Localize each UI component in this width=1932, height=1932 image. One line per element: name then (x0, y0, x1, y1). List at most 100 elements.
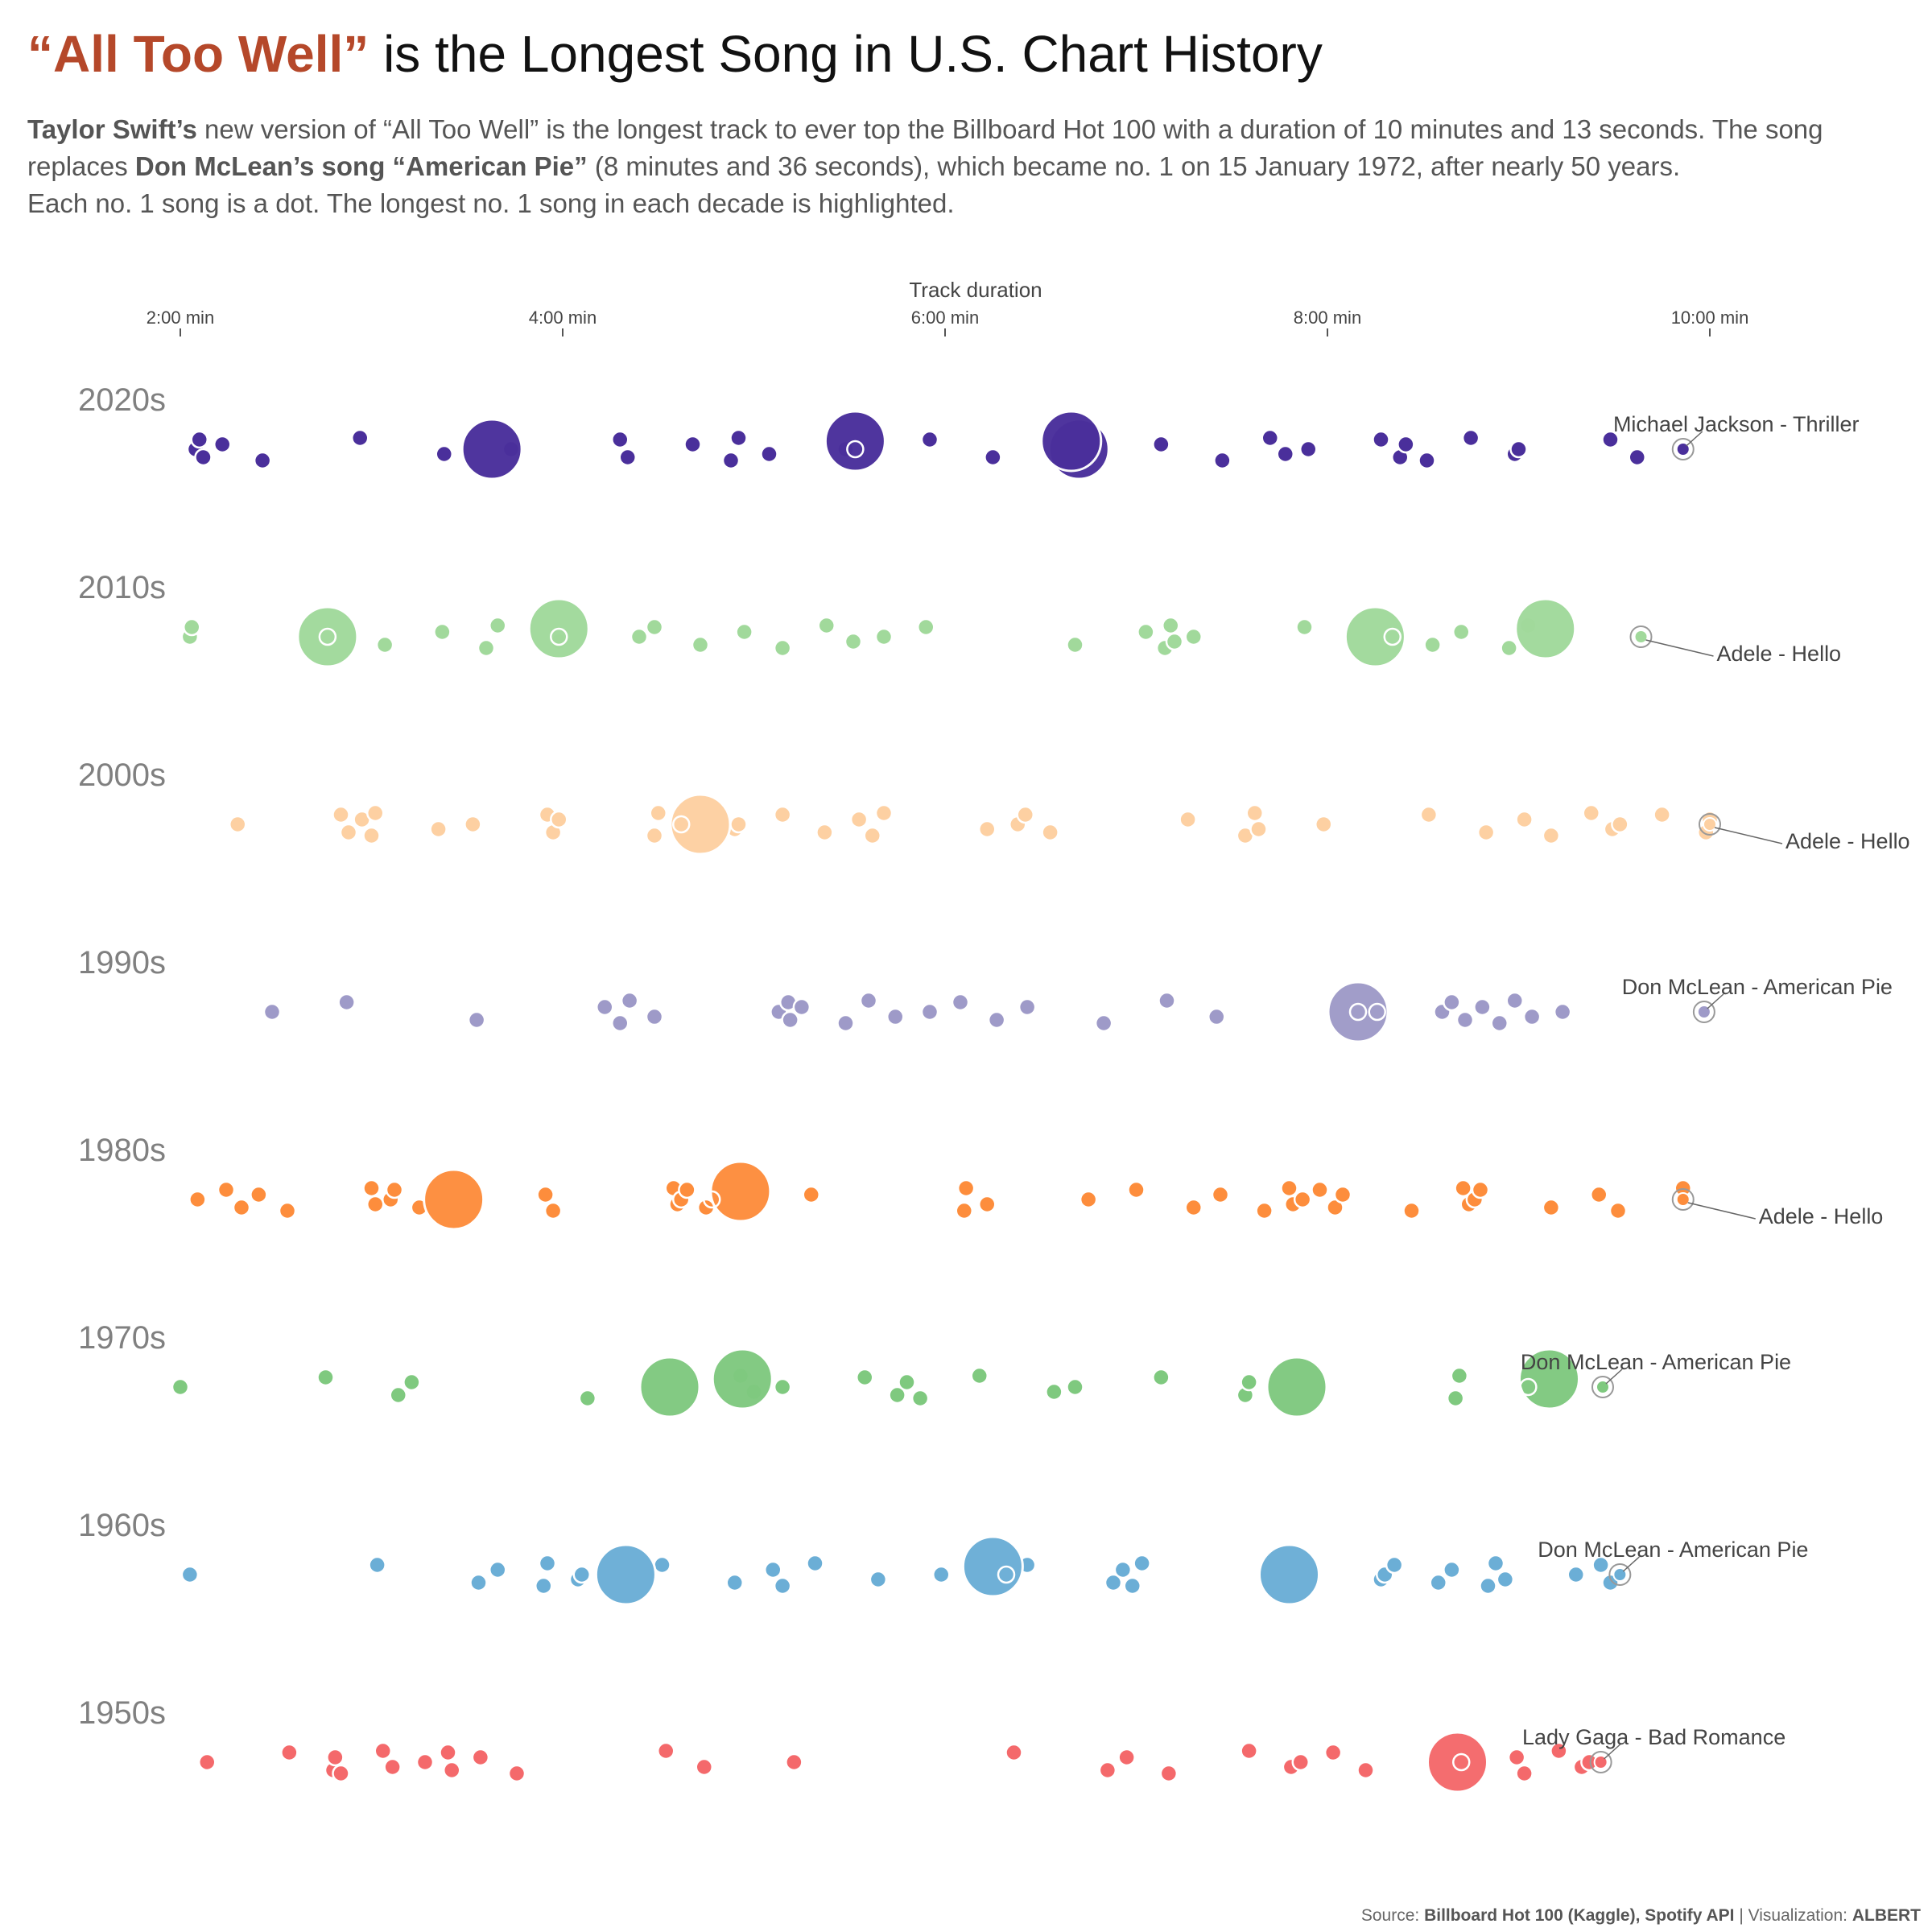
song-dot (332, 1764, 350, 1783)
song-dot (469, 1573, 488, 1592)
song-dot (1123, 1576, 1141, 1596)
song-dot (1117, 1748, 1136, 1767)
song-dot (951, 993, 970, 1012)
song-dot (1066, 635, 1084, 654)
x-tick-label: 2:00 min (147, 308, 214, 328)
annotation-leader-line (1714, 827, 1783, 844)
longest-song-label: Don McLean - American Pie (1521, 1350, 1791, 1374)
song-dot (415, 1752, 435, 1772)
x-axis-title: Track duration (909, 278, 1042, 302)
song-dot (792, 997, 811, 1017)
song-dot (1590, 1185, 1608, 1204)
longest-song-dot (1703, 817, 1717, 832)
decade-rows: 2020s Michael Jackson - Thriller 2010s Adel… (78, 382, 1910, 1794)
decade-highlight-bubble (1258, 1543, 1320, 1606)
longest-song-ring (1671, 1188, 1695, 1211)
song-dot (1066, 1377, 1084, 1397)
song-dot (1461, 428, 1480, 448)
song-dot (385, 1180, 404, 1199)
song-dot (1280, 1179, 1298, 1198)
song-dot (250, 1185, 268, 1204)
song-dot (1496, 1570, 1515, 1589)
song-dot (1211, 1185, 1230, 1204)
song-dot (362, 826, 381, 845)
song-dot (1490, 1013, 1509, 1033)
annotation-leader-line (1605, 1368, 1623, 1385)
song-dot (535, 1576, 553, 1596)
song-dot (383, 1757, 402, 1777)
song-dot (402, 1373, 421, 1392)
song-dot (1152, 1368, 1170, 1387)
song-dot (1567, 1565, 1585, 1584)
song-dot (550, 810, 568, 829)
decade-highlight-bubble (1040, 410, 1103, 473)
song-dot (806, 1554, 824, 1573)
song-dot (725, 1573, 744, 1592)
longest-song-ring (1589, 1751, 1612, 1773)
hollow-dot (997, 1565, 1016, 1584)
song-dot (721, 451, 741, 470)
song-dot (695, 1757, 713, 1777)
song-dot (1429, 1573, 1447, 1592)
song-dot (1419, 805, 1439, 824)
song-dot (471, 1748, 490, 1767)
song-dot (932, 1565, 951, 1584)
song-dot (351, 428, 369, 448)
decade-row-2000s: 2000s Adele - Hello (78, 758, 1910, 856)
longest-song-label: Adele - Hello (1717, 642, 1842, 666)
longest-song-dot (1633, 630, 1649, 644)
song-dot (337, 993, 356, 1012)
song-dot (920, 1002, 939, 1022)
song-dot (1094, 1013, 1113, 1033)
song-dot (1323, 1743, 1343, 1762)
decade-row-1990s: 1990s Don McLean - American Pie (78, 945, 1893, 1043)
song-dot (280, 1743, 299, 1762)
song-dot (429, 819, 448, 839)
song-dot (1553, 1002, 1572, 1022)
annotation-leader-line (1687, 1202, 1756, 1220)
song-dot (978, 1195, 997, 1214)
song-dot (253, 451, 272, 470)
song-dot (657, 1741, 675, 1761)
song-dot (1179, 810, 1197, 829)
song-dot (596, 997, 614, 1017)
source-label: Source: (1360, 1906, 1425, 1925)
song-dot (863, 826, 881, 845)
song-dot (773, 1377, 792, 1397)
song-dot (1608, 1201, 1628, 1220)
song-dot (1418, 451, 1436, 470)
decade-highlight-bubble (1514, 597, 1577, 660)
song-dot (956, 1179, 976, 1198)
song-dot (1159, 1764, 1179, 1783)
song-dot (389, 1385, 407, 1405)
song-dot (611, 430, 630, 449)
decade-label: 2000s (78, 758, 166, 793)
song-dot (1295, 617, 1314, 637)
longest-song-ring (1608, 1563, 1632, 1586)
song-dot (1184, 1198, 1203, 1217)
song-dot (645, 617, 664, 637)
song-dot (1443, 1560, 1461, 1579)
song-dot (1443, 993, 1461, 1012)
song-dot (464, 815, 482, 834)
decade-row-1970s: 1970s Don McLean - American Pie (78, 1320, 1791, 1418)
decade-label: 2010s (78, 570, 166, 605)
subtitle-text-1: new version of “All Too Well” is the lon… (27, 114, 1823, 181)
song-dot (435, 444, 453, 464)
song-dot (1315, 815, 1333, 834)
subtitle-paragraph-1: Taylor Swift’s new version of “All Too W… (27, 111, 1879, 185)
song-dot (620, 991, 639, 1010)
song-dot (578, 1389, 597, 1408)
song-dot (1041, 823, 1059, 842)
song-dot (1385, 1555, 1404, 1575)
strip-chart: Track duration 2:00 min 4:00 min 6:00 min 8… (78, 278, 1910, 1794)
song-dot (339, 823, 358, 842)
song-dot (1515, 810, 1534, 829)
song-dot (171, 1377, 190, 1397)
subtitle-text-2: (8 minutes and 36 seconds), which became… (587, 151, 1681, 181)
song-dot (1550, 1741, 1568, 1761)
song-dot (1450, 1366, 1469, 1385)
song-dot (859, 991, 878, 1010)
song-dot (1582, 803, 1600, 823)
song-dot (1261, 428, 1279, 448)
